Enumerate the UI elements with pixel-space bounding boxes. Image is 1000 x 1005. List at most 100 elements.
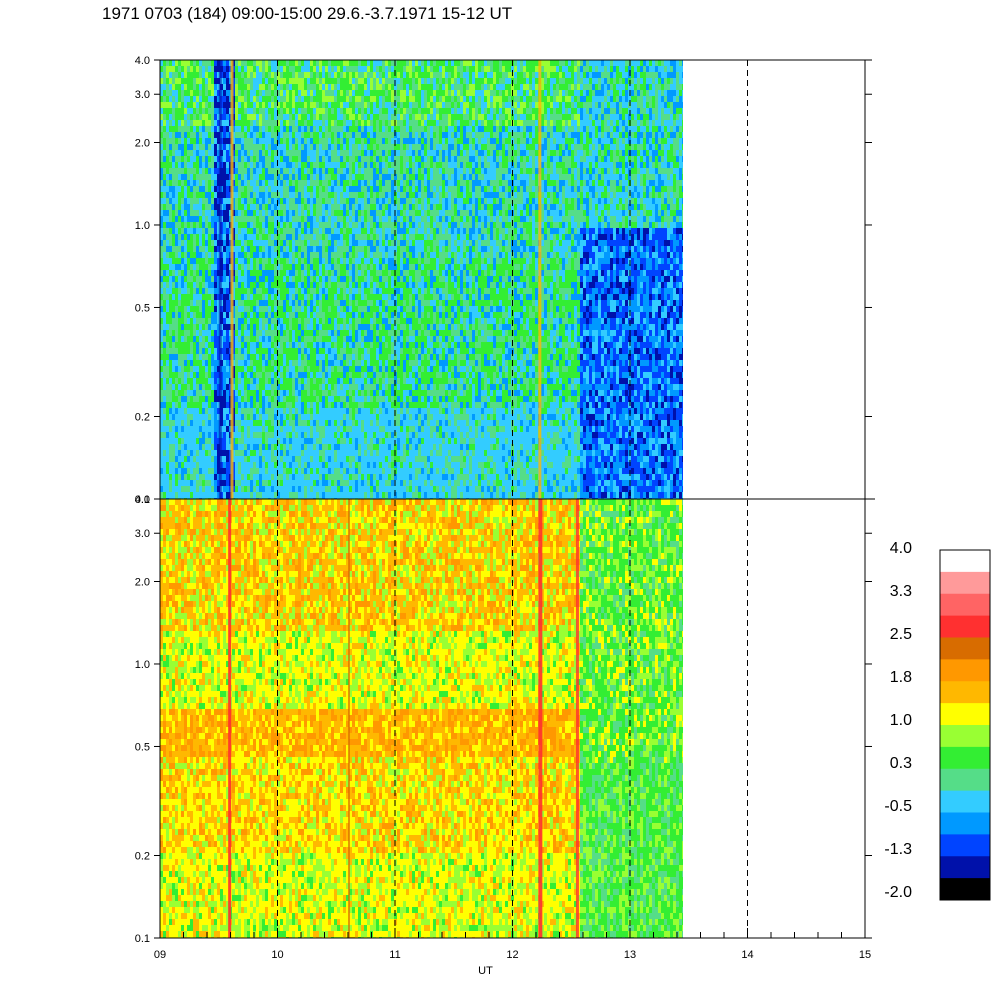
spectrogram-cell — [358, 60, 361, 66]
spectrogram-cell — [331, 372, 334, 378]
spectrogram-cell — [250, 288, 253, 294]
spectrogram-cell — [175, 438, 178, 444]
spectrogram-cell — [172, 78, 175, 84]
spectrogram-cell — [301, 408, 304, 414]
spectrogram-cell — [235, 60, 238, 66]
spectrogram-cell — [340, 288, 343, 294]
spectrogram-cell — [250, 462, 253, 468]
spectrogram-cell — [307, 210, 310, 216]
spectrogram-cell — [223, 132, 226, 138]
spectrogram-cell — [355, 210, 358, 216]
spectrogram-cell — [310, 396, 313, 402]
spectrogram-cell — [292, 336, 295, 342]
spectrogram-cell — [298, 204, 301, 210]
spectrogram-cell — [274, 330, 277, 336]
spectrogram-cell — [328, 456, 331, 462]
spectrogram-cell — [238, 402, 241, 408]
spectrogram-cell — [340, 162, 343, 168]
spectrogram-cell — [226, 264, 229, 270]
spectrogram-cell — [355, 198, 358, 204]
spectrogram-cell — [352, 402, 355, 408]
spectrogram-cell — [256, 240, 259, 246]
spectrogram-cell — [343, 204, 346, 210]
spectrogram-cell — [238, 84, 241, 90]
spectrogram-cell — [313, 420, 316, 426]
spectrogram-cell — [274, 486, 277, 492]
spectrogram-cell — [298, 270, 301, 276]
spectrogram-cell — [289, 300, 292, 306]
spectrogram-cell — [256, 348, 259, 354]
spectrogram-cell — [247, 216, 250, 222]
spectrogram-cell — [214, 66, 217, 72]
spectrogram-cell — [340, 108, 343, 114]
spectrogram-cell — [322, 126, 325, 132]
spectrogram-cell — [268, 468, 271, 474]
spectrogram-cell — [247, 366, 250, 372]
spectrogram-cell — [289, 324, 292, 330]
spectrogram-cell — [262, 402, 265, 408]
spectrogram-cell — [187, 324, 190, 330]
spectrogram-cell — [343, 336, 346, 342]
spectrogram-cell — [301, 186, 304, 192]
spectrogram-cell — [295, 348, 298, 354]
spectrogram-cell — [346, 462, 349, 468]
spectrogram-cell — [346, 456, 349, 462]
spectrogram-cell — [304, 480, 307, 486]
spectrogram-cell — [289, 270, 292, 276]
spectrogram-cell — [175, 192, 178, 198]
spectrogram-cell — [238, 168, 241, 174]
spectrogram-cell — [331, 186, 334, 192]
spectrogram-cell — [295, 312, 298, 318]
spectrogram-cell — [271, 360, 274, 366]
spectrogram-cell — [256, 180, 259, 186]
spectrogram-cell — [187, 396, 190, 402]
spectrogram-cell — [184, 336, 187, 342]
spectrogram-cell — [298, 480, 301, 486]
spectrogram-cell — [193, 474, 196, 480]
spectrogram-cell — [175, 126, 178, 132]
spectrogram-cell — [289, 90, 292, 96]
spectrogram-cell — [163, 174, 166, 180]
spectrogram-cell — [205, 492, 208, 498]
spectrogram-cell — [184, 420, 187, 426]
spectrogram-cell — [355, 348, 358, 354]
spectrogram-cell — [265, 378, 268, 384]
spectrogram-cell — [268, 108, 271, 114]
spectrogram-cell — [253, 222, 256, 228]
spectrogram-cell — [322, 60, 325, 66]
spectrogram-cell — [205, 102, 208, 108]
spectrogram-cell — [301, 438, 304, 444]
spectrogram-cell — [181, 96, 184, 102]
spectrogram-cell — [223, 378, 226, 384]
spectrogram-cell — [292, 378, 295, 384]
spectrogram-cell — [310, 390, 313, 396]
spectrogram-cell — [256, 168, 259, 174]
spectrogram-cell — [205, 396, 208, 402]
spectrogram-cell — [358, 390, 361, 396]
spectrogram-cell — [187, 282, 190, 288]
spectrogram-cell — [298, 276, 301, 282]
spectrogram-cell — [271, 342, 274, 348]
spectrogram-cell — [187, 180, 190, 186]
spectrogram-cell — [256, 390, 259, 396]
spectrogram-cell — [349, 480, 352, 486]
spectrogram-cell — [301, 96, 304, 102]
spectrogram-cell — [256, 222, 259, 228]
spectrogram-cell — [244, 120, 247, 126]
spectrogram-cell — [340, 378, 343, 384]
spectrogram-cell — [280, 318, 283, 324]
spectrogram-cell — [199, 258, 202, 264]
spectrogram-cell — [325, 372, 328, 378]
spectrogram-cell — [340, 222, 343, 228]
spectrogram-cell — [181, 144, 184, 150]
spectrogram-cell — [244, 420, 247, 426]
spectrogram-cell — [280, 348, 283, 354]
spectrogram-cell — [286, 480, 289, 486]
spectrogram-cell — [346, 66, 349, 72]
spectrogram-cell — [283, 366, 286, 372]
spectrogram-cell — [184, 486, 187, 492]
spectrogram-cell — [178, 60, 181, 66]
spectrogram-cell — [256, 150, 259, 156]
spectrogram-cell — [271, 348, 274, 354]
spectrogram-cell — [247, 462, 250, 468]
